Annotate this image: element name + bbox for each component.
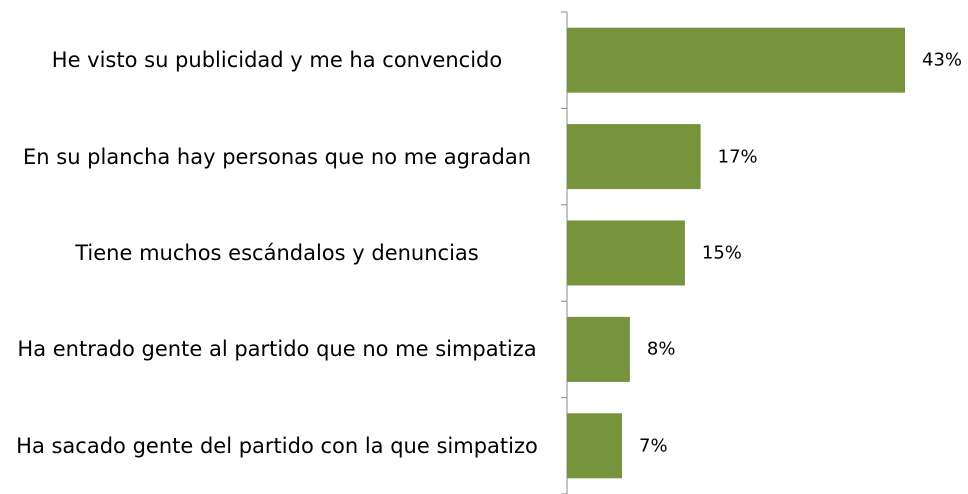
bar: [567, 27, 905, 93]
value-label: 43%: [922, 49, 963, 71]
bar: [567, 220, 685, 286]
value-label: 17%: [717, 146, 758, 168]
value-label: 15%: [701, 242, 742, 264]
category-label: Ha entrado gente al partido que no me si…: [17, 337, 537, 362]
value-label: 8%: [646, 338, 676, 360]
bar: [567, 316, 630, 382]
bar: [567, 124, 701, 190]
category-label: En su plancha hay personas que no me agr…: [23, 144, 531, 169]
bar: [567, 413, 623, 479]
value-label: 7%: [639, 435, 668, 457]
category-label: Tiene muchos escándalos y denuncias: [75, 240, 479, 265]
category-label: He visto su publicidad y me ha convencid…: [51, 48, 503, 73]
category-label: Ha sacado gente del partido con la que s…: [16, 433, 538, 458]
